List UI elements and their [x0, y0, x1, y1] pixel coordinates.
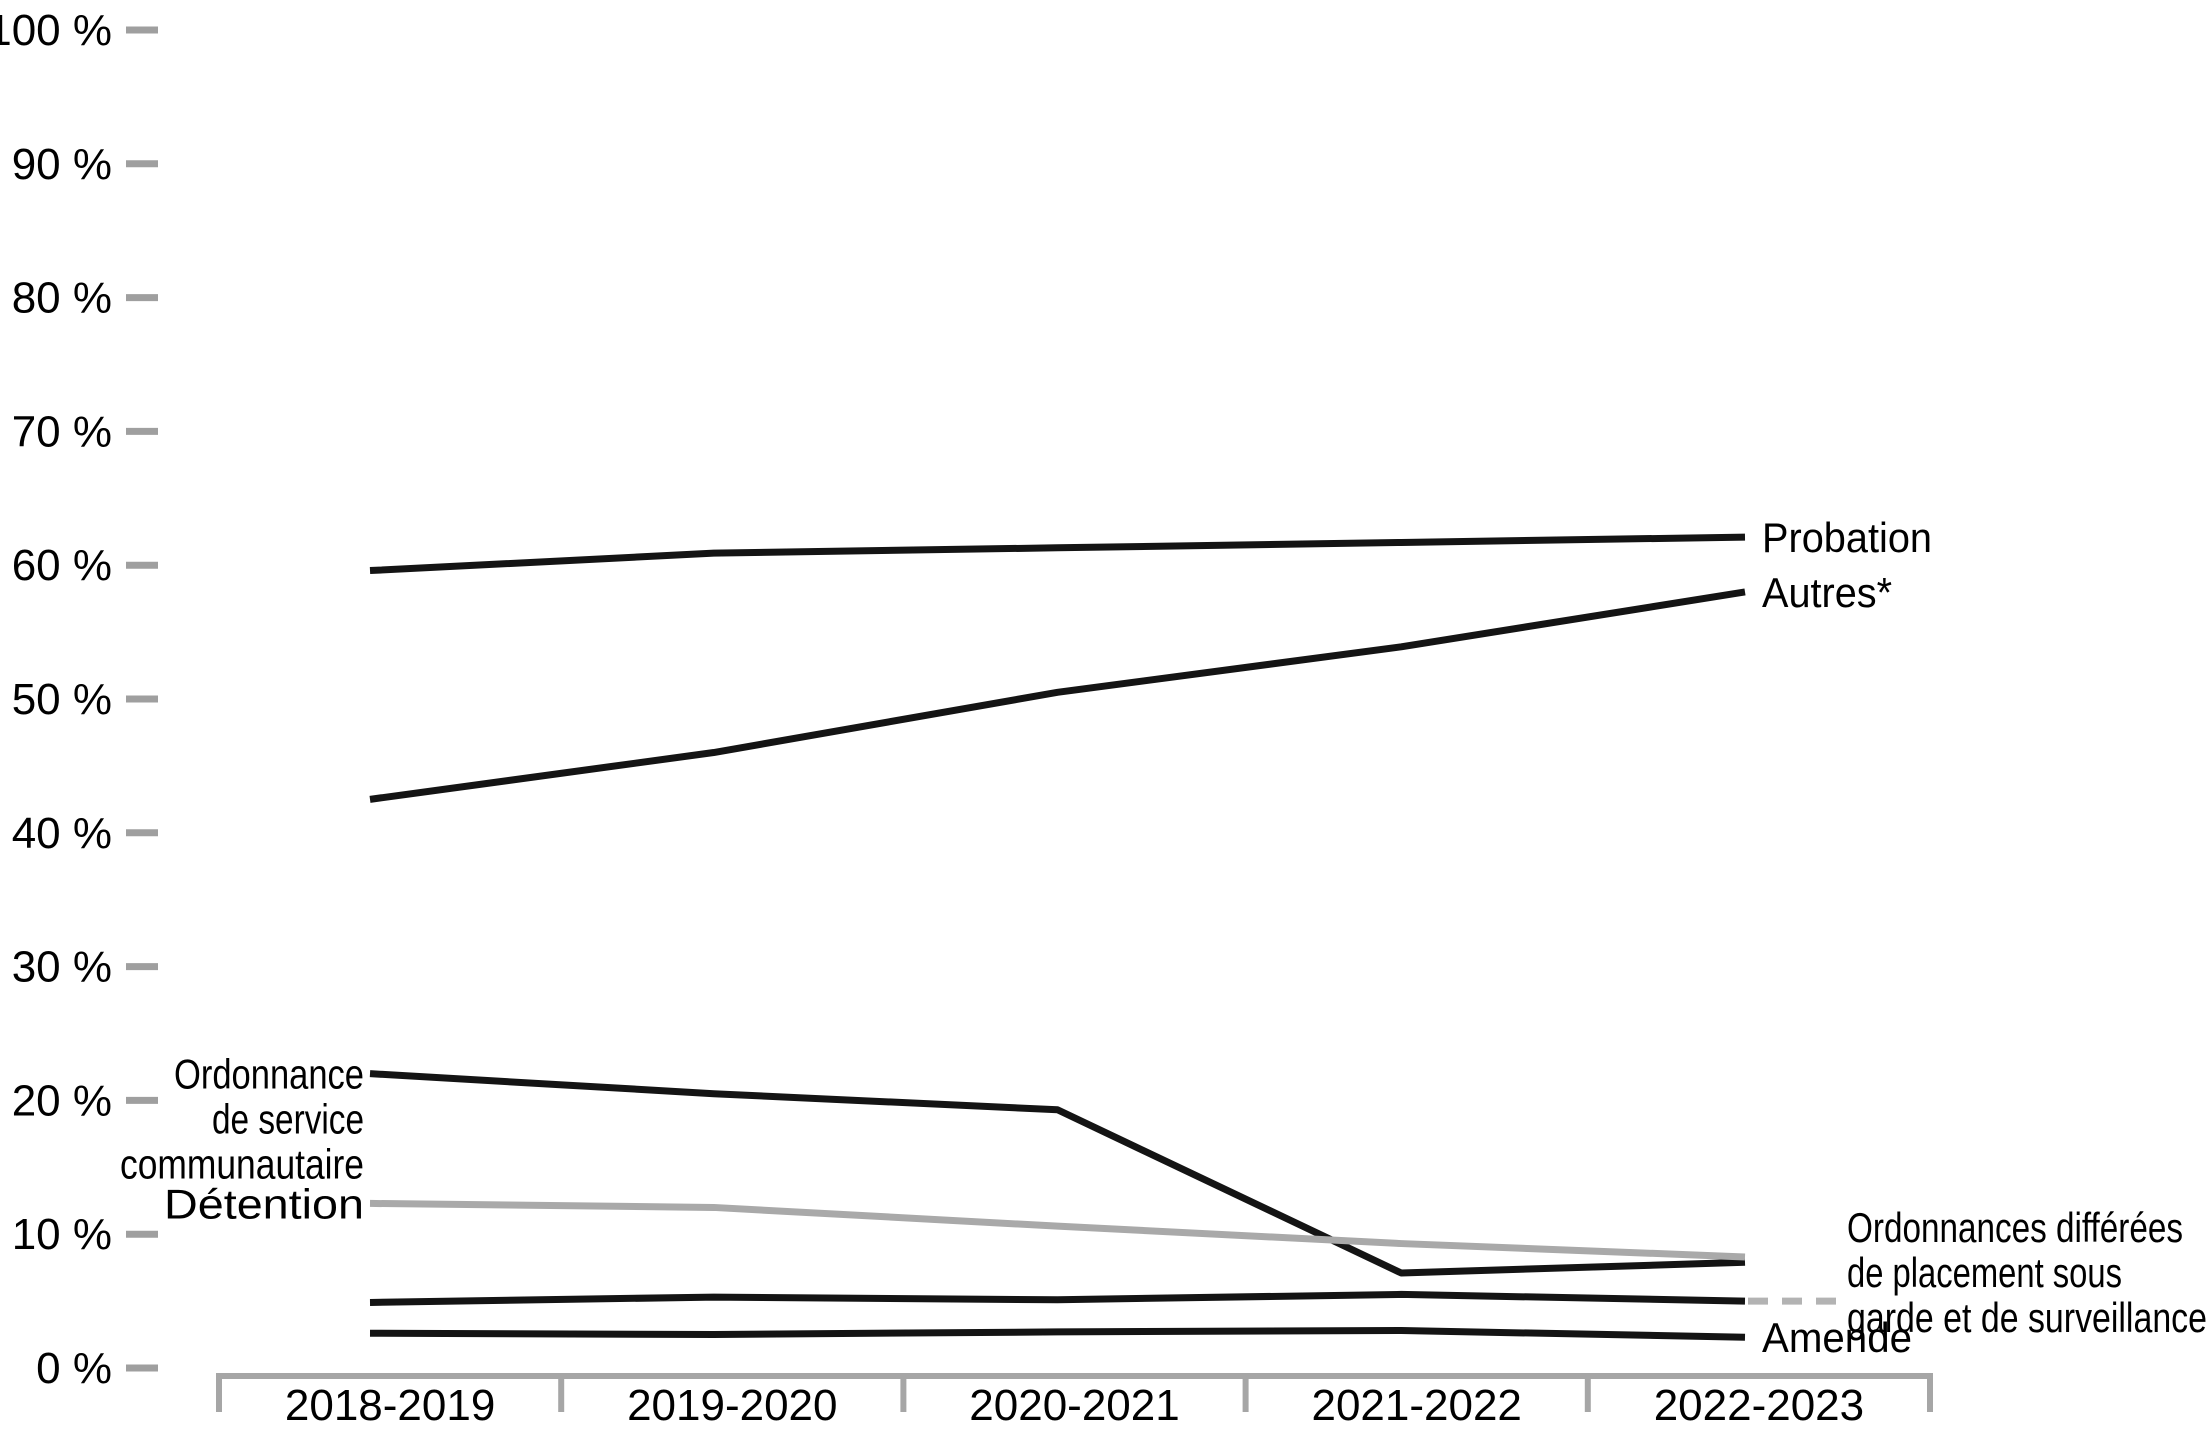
series-line-detention: [369, 1199, 1746, 1261]
y-axis-label: 0 %: [36, 1344, 112, 1393]
series-label-ordonnance-service-communautaire: Ordonnance: [174, 1051, 364, 1098]
series-line-ordonnance-service-communautaire: [369, 1070, 1746, 1277]
y-axis-label: 70 %: [12, 407, 112, 456]
x-axis-label: 2022-2023: [1654, 1381, 1864, 1430]
x-axis-label: 2021-2022: [1311, 1381, 1521, 1430]
series-label-ordonnances-differees: Ordonnances différées: [1847, 1204, 2183, 1251]
series-label-autres: Autres*: [1762, 569, 1892, 616]
series-line-probation: [369, 533, 1746, 575]
y-axis-label: 20 %: [12, 1076, 112, 1125]
series-label-ordonnance-service-communautaire: de service: [212, 1096, 364, 1143]
series-label-amende: Amende: [1762, 1314, 1912, 1361]
y-axis-label: 90 %: [12, 140, 112, 189]
series-label-ordonnances-differees: de placement sous: [1847, 1249, 2122, 1296]
y-axis-label: 30 %: [12, 943, 112, 992]
y-axis-label: 40 %: [12, 809, 112, 858]
series-label-probation: Probation: [1762, 514, 1932, 561]
x-axis-label: 2020-2021: [969, 1381, 1179, 1430]
x-axis-label: 2019-2020: [627, 1381, 837, 1430]
y-axis-label: 60 %: [12, 541, 112, 590]
series-line-amende: [369, 1327, 1746, 1341]
y-axis-label: 50 %: [12, 675, 112, 724]
series-label-detention: Détention: [164, 1180, 364, 1227]
x-axis-label: 2018-2019: [285, 1381, 495, 1430]
y-axis-label: 100 %: [0, 6, 112, 55]
y-axis-label: 80 %: [12, 274, 112, 323]
series-line-ordonnances-differees: [369, 1290, 1746, 1306]
series-label-ordonnance-service-communautaire: communautaire: [120, 1141, 364, 1188]
series-label-ordonnances-differees: garde et de surveillance: [1847, 1294, 2207, 1341]
y-axis-label: 10 %: [12, 1210, 112, 1259]
series-line-autres: [369, 588, 1746, 803]
